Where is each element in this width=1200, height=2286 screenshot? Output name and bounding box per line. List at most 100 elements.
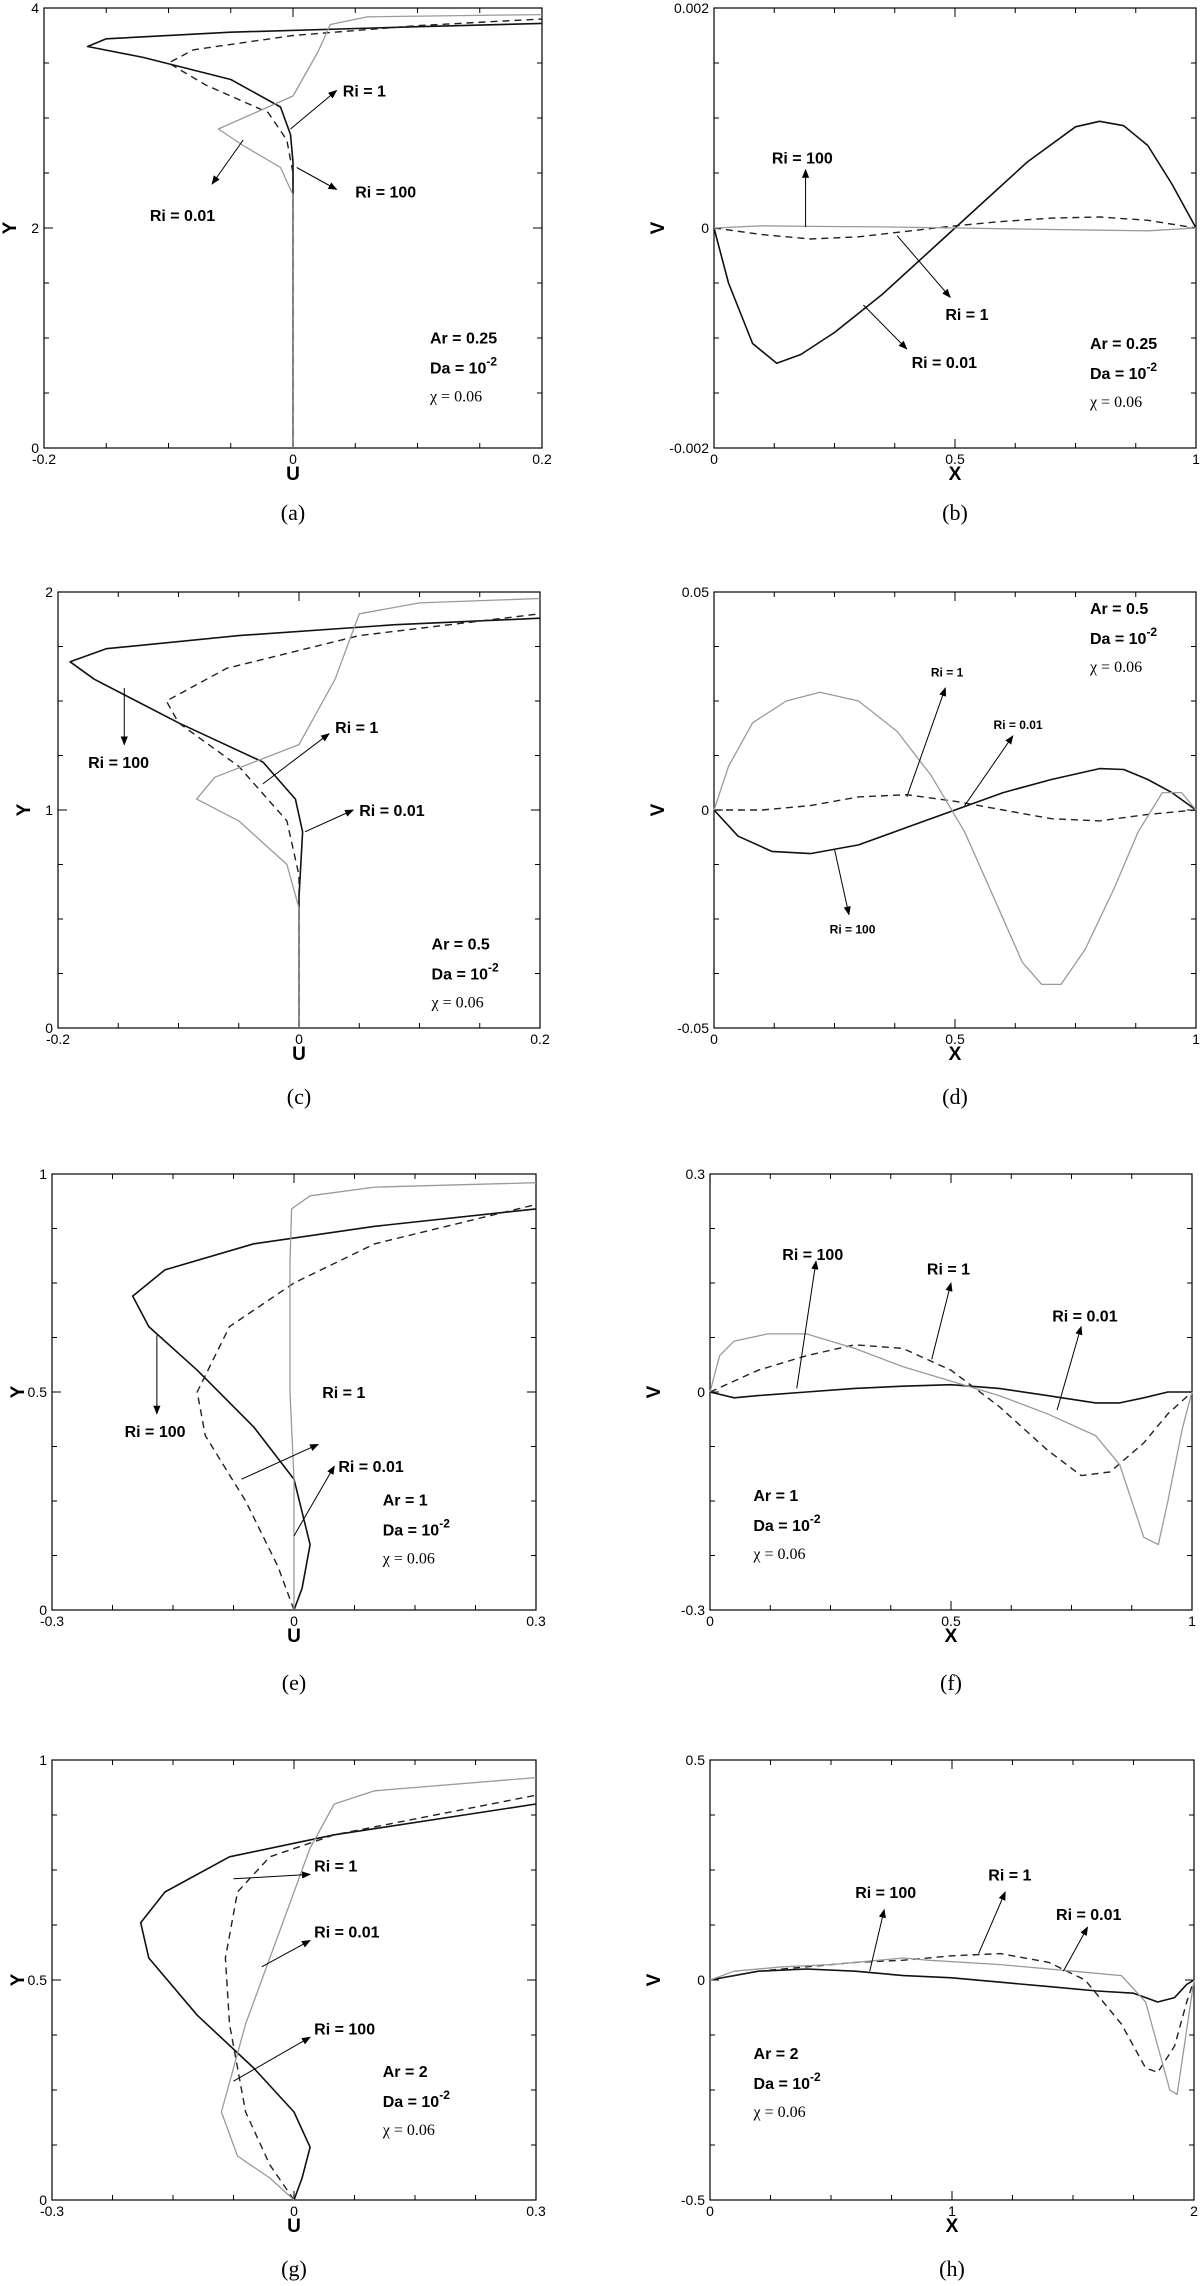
annotation-label: Ri = 100 (314, 2021, 375, 2038)
annotation-arrow (863, 304, 908, 350)
y-axis-label: Y (8, 1385, 29, 1398)
param-chi: χ = 0.06 (382, 1550, 435, 1567)
annotation-arrow (834, 849, 851, 916)
series-line-ri-0-01 (709, 1957, 1195, 2096)
annotation-arrow (869, 1908, 886, 1972)
x-tick-label: 0.3 (526, 1613, 546, 1629)
x-tick-label: -0.3 (40, 1613, 64, 1629)
series-line-ri-1 (167, 18, 543, 448)
series-line-ri-0-01 (195, 597, 541, 1028)
annotation-arrow (211, 139, 244, 185)
param-da: Da = 10-2 (383, 1516, 450, 1539)
x-tick-label: 0 (710, 1031, 718, 1047)
param-da-base: Da = 10 (754, 2076, 811, 2093)
y-tick-label: 0.5 (686, 1752, 706, 1768)
y-axis-label: Y (0, 221, 21, 234)
param-da-base: Da = 10 (1090, 631, 1147, 648)
panel-caption: (a) (281, 500, 305, 525)
x-axis-label: X (945, 1626, 958, 1647)
x-axis-label: X (949, 464, 962, 485)
annotation-arrow (964, 735, 1014, 806)
y-axis-label: V (648, 221, 669, 234)
param-chi: χ = 0.06 (429, 389, 482, 406)
annotation-arrow (906, 687, 947, 798)
annotation-label: Ri = 1 (314, 1859, 357, 1876)
x-tick-label: -0.3 (40, 2203, 64, 2219)
annotation-arrow (896, 235, 951, 298)
x-tick-label: 0.2 (530, 1031, 550, 1047)
y-tick-label: 0 (701, 220, 709, 236)
annotation-label: Ri = 0.01 (1056, 1907, 1121, 1924)
param-chi: χ = 0.06 (431, 995, 484, 1012)
annotation-arrow (262, 733, 330, 785)
series-line-ri-100 (709, 1383, 1192, 1404)
panel-caption: (d) (942, 1084, 968, 1109)
y-axis-label: V (644, 1973, 665, 1986)
annotation-label: Ri = 100 (855, 1885, 916, 1902)
annotation-label: Ri = 1 (322, 1385, 365, 1402)
y-tick-label: 0 (701, 802, 709, 818)
series-line-ri-100 (131, 1208, 537, 1611)
x-tick-label: 0 (295, 1031, 303, 1047)
y-tick-label: 1 (39, 1752, 47, 1768)
series-line-ri-1 (709, 1344, 1193, 1477)
y-tick-label: 0.5 (28, 1384, 48, 1400)
series-line-ri-1 (165, 613, 541, 1028)
series-line-ri-100 (713, 767, 1197, 855)
param-da-exponent: -2 (439, 2088, 450, 2102)
param-da-exponent: -2 (488, 961, 499, 975)
x-tick-label: 0 (290, 2203, 298, 2219)
annotation-label: Ri = 0.01 (1052, 1309, 1117, 1326)
annotation-label: Ri = 100 (772, 151, 833, 168)
x-axis-label: U (286, 464, 300, 485)
x-tick-label: 0 (706, 2203, 714, 2219)
annotation-arrow (931, 1282, 953, 1360)
param-da-exponent: -2 (1146, 360, 1157, 374)
annotation-arrow (296, 167, 338, 190)
param-da: Da = 10-2 (432, 961, 499, 984)
y-axis-label: V (644, 1385, 665, 1398)
series-line-ri-1 (224, 1794, 537, 2201)
y-tick-label: 0 (39, 1602, 47, 1618)
param-chi: χ = 0.06 (1089, 394, 1142, 411)
series-line-ri-100 (709, 1968, 1195, 2003)
y-axis-label: Y (14, 803, 35, 816)
param-ar: Ar = 0.25 (1090, 336, 1157, 353)
y-tick-label: 2 (31, 220, 39, 236)
annotation-label: Ri = 0.01 (338, 1459, 403, 1476)
x-tick-label: 0.5 (945, 451, 965, 467)
y-tick-label: 0.3 (686, 1166, 706, 1182)
annotation-arrow (293, 1465, 335, 1537)
y-tick-label: 0 (39, 2192, 47, 2208)
annotation-label: Ri = 0.01 (150, 208, 215, 225)
y-tick-label: -0.05 (677, 1020, 709, 1036)
annotation-arrow (261, 1939, 311, 1968)
annotation-label: Ri = 0.01 (994, 718, 1043, 732)
annotation-label: Ri = 100 (88, 755, 149, 772)
y-tick-label: 0.5 (28, 1972, 48, 1988)
annotation-arrow (290, 89, 338, 130)
annotation-label: Ri = 1 (988, 1867, 1031, 1884)
series-line-ri-0-01 (713, 691, 1197, 986)
x-tick-label: 1 (1192, 451, 1200, 467)
annotation-arrow (241, 1443, 320, 1480)
param-da-exponent: -2 (810, 1512, 821, 1526)
series-line-ri-0-01 (220, 1776, 537, 2201)
annotation-label: Ri = 100 (830, 923, 876, 937)
y-tick-label: 0 (697, 1972, 705, 1988)
y-axis-label: Y (8, 1973, 29, 1986)
annotation-label: Ri = 0.01 (314, 1925, 379, 1942)
y-tick-label: 2 (45, 584, 53, 600)
param-da: Da = 10-2 (753, 1512, 820, 1535)
param-da: Da = 10-2 (754, 2070, 821, 2093)
plot-frame (709, 1759, 1195, 2201)
series-line-ri-100 (139, 1803, 537, 2201)
annotation-arrow (1062, 1926, 1088, 1972)
param-da-exponent: -2 (486, 355, 497, 369)
annotation-label: Ri = 1 (335, 720, 378, 737)
